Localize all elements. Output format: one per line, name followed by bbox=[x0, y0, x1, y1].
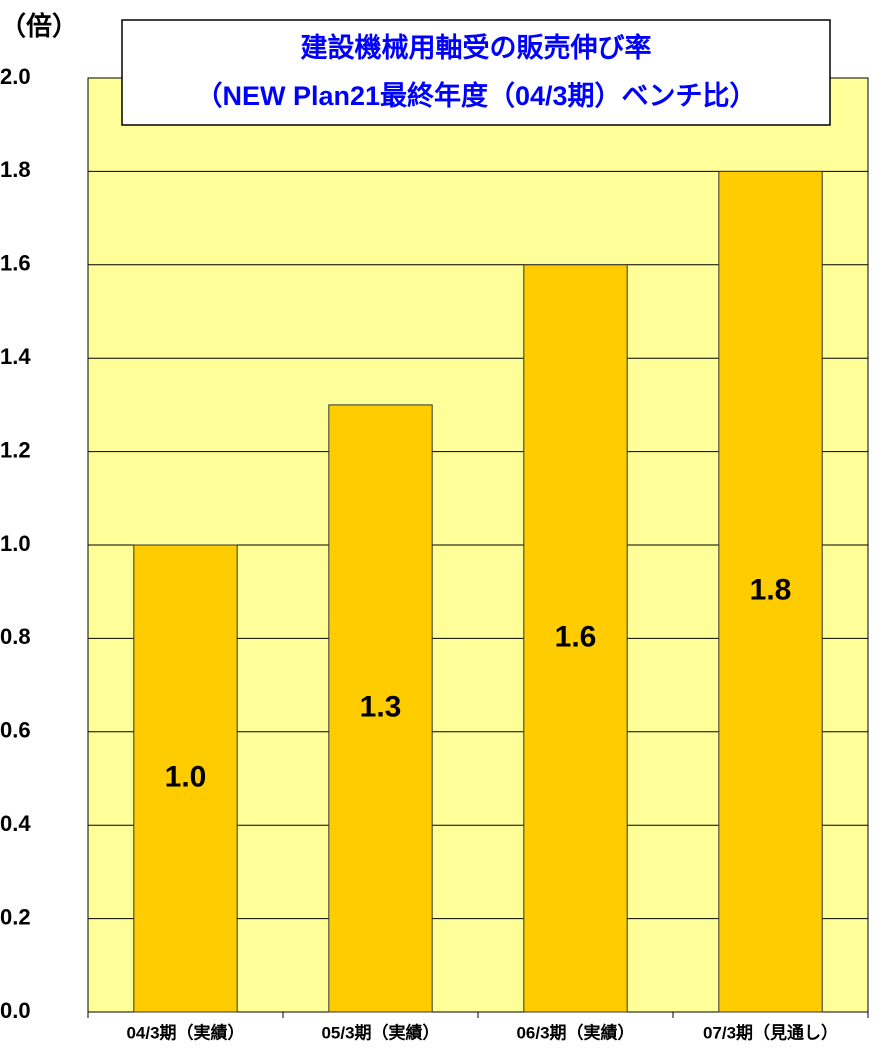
bar bbox=[133, 544, 238, 1013]
chart-subtitle: （NEW Plan21最終年度（04/3期）ベンチ比） bbox=[195, 80, 756, 111]
y-tick-label: 1.2 bbox=[0, 437, 31, 462]
y-tick-label: 2.0 bbox=[0, 64, 31, 89]
y-tick-label: 1.6 bbox=[0, 251, 31, 276]
bar bbox=[718, 170, 823, 1013]
x-tick-label: 05/3期（実績） bbox=[321, 1022, 439, 1042]
value-label: 1.8 bbox=[750, 574, 792, 607]
y-tick-label: 0.8 bbox=[0, 624, 31, 649]
x-tick-label: 07/3期（見通し） bbox=[703, 1022, 838, 1042]
value-label: 1.6 bbox=[555, 620, 597, 653]
y-tick-label: 0.6 bbox=[0, 718, 31, 743]
y-tick-label: 0.2 bbox=[0, 904, 31, 929]
y-tick-label: 0.4 bbox=[0, 811, 31, 836]
marks: 04/3期（実績） 1.0 05/3期（実績） 1.3 06/3期（実績） 1.6 07/3… bbox=[87, 77, 869, 1042]
x-tick-label: 06/3期（実績） bbox=[516, 1022, 634, 1042]
x-tick-label: 04/3期（実績） bbox=[126, 1022, 244, 1042]
value-label: 1.3 bbox=[360, 690, 402, 723]
title-box bbox=[121, 19, 831, 126]
y-tick-label: 0.0 bbox=[0, 998, 31, 1023]
value-label: 1.0 bbox=[165, 760, 207, 793]
bar bbox=[523, 264, 628, 1013]
bar bbox=[328, 404, 433, 1013]
chart-title: 建設機械用軸受の販売伸び率 bbox=[301, 32, 652, 63]
y-tick-label: 1.0 bbox=[0, 531, 31, 556]
y-tick-label: 1.4 bbox=[0, 344, 31, 369]
y-tick-label: 1.8 bbox=[0, 157, 31, 182]
y-axis-label: （倍） bbox=[0, 11, 78, 41]
